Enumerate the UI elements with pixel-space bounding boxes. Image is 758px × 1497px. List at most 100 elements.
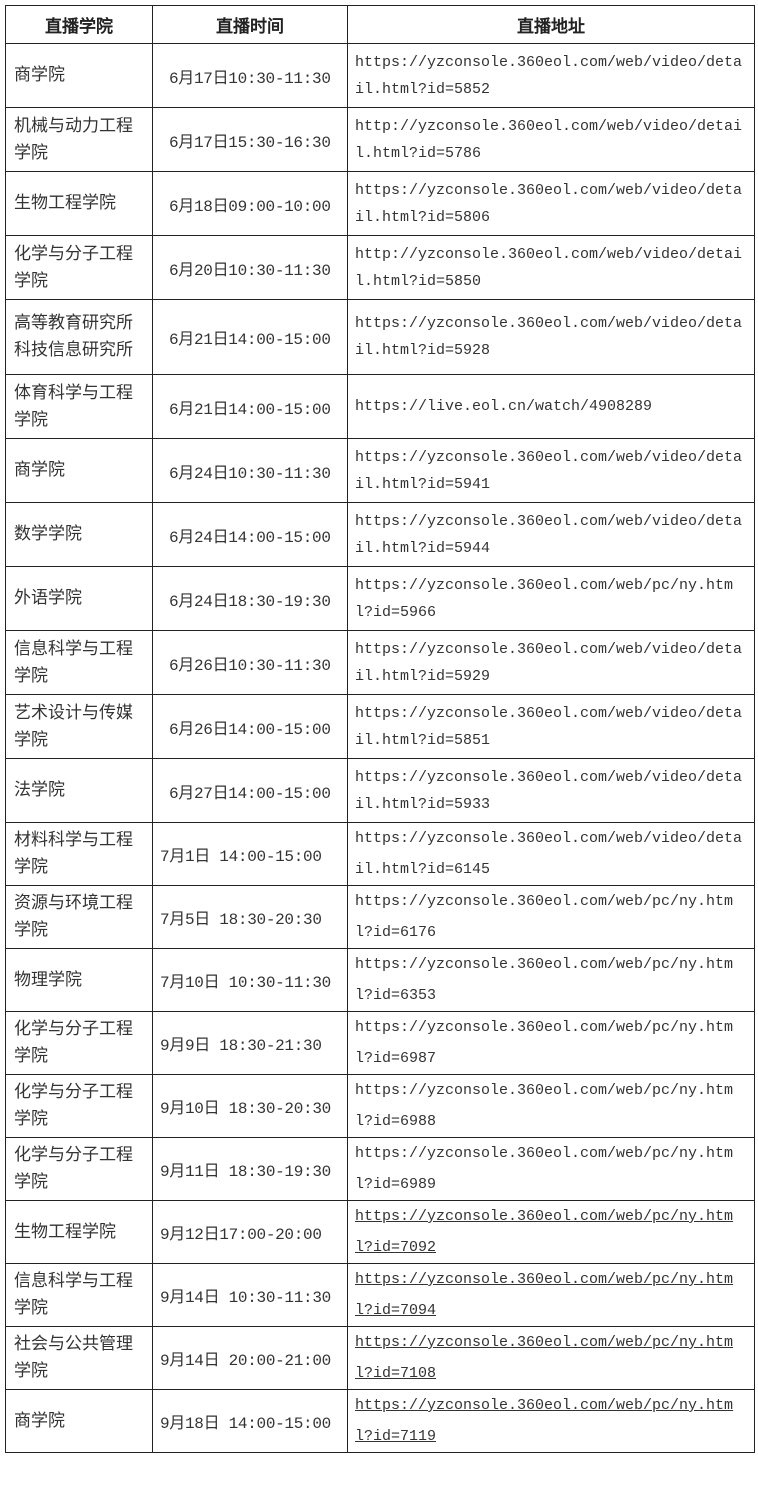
url-link: https://yzconsole.360eol.com/web/video/d… xyxy=(355,315,743,359)
time-cell: 9月11日 18:30-19:30 xyxy=(152,1137,348,1201)
url-cell: http://yzconsole.360eol.com/web/video/de… xyxy=(347,235,755,300)
url-link: https://yzconsole.360eol.com/web/video/d… xyxy=(355,640,743,685)
college-cell: 高等教育研究所 科技信息研究所 xyxy=(5,299,153,375)
college-cell: 化学与分子工程学院 xyxy=(5,235,153,300)
time-cell: 7月1日 14:00-15:00 xyxy=(152,822,348,886)
time-cell: 6月24日14:00-15:00 xyxy=(152,502,348,567)
college-cell: 生物工程学院 xyxy=(5,1200,153,1264)
url-cell: https://yzconsole.360eol.com/web/video/d… xyxy=(347,694,755,759)
time-cell: 6月21日14:00-15:00 xyxy=(152,374,348,439)
url-link: https://yzconsole.360eol.com/web/video/d… xyxy=(355,181,743,226)
table-row: 材料科学与工程学院 7月1日 14:00-15:00 https://yzconso… xyxy=(5,822,755,886)
time-cell: 6月20日10:30-11:30 xyxy=(152,235,348,300)
table-row: 体育科学与工程学院 6月21日14:00-15:00 https://live.eo… xyxy=(5,374,755,439)
table-row: 外语学院 6月24日18:30-19:30 https://yzconsole.36… xyxy=(5,566,755,631)
url-cell[interactable]: https://yzconsole.360eol.com/web/pc/ny.h… xyxy=(347,1389,755,1453)
time-cell: 9月10日 18:30-20:30 xyxy=(152,1074,348,1138)
livestream-schedule-table: 直播学院 直播时间 直播地址 商学院 6月17日10:30-11:30 https:… xyxy=(5,5,755,1453)
url-cell: http://yzconsole.360eol.com/web/video/de… xyxy=(347,107,755,172)
time-cell: 6月17日15:30-16:30 xyxy=(152,107,348,172)
college-cell: 化学与分子工程学院 xyxy=(5,1074,153,1138)
college-cell: 外语学院 xyxy=(5,566,153,631)
college-cell: 生物工程学院 xyxy=(5,171,153,236)
header-url: 直播地址 xyxy=(347,5,755,44)
url-cell[interactable]: https://yzconsole.360eol.com/web/pc/ny.h… xyxy=(347,1326,755,1390)
college-cell: 法学院 xyxy=(5,758,153,823)
url-link[interactable]: https://yzconsole.360eol.com/web/pc/ny.h… xyxy=(355,1334,734,1382)
url-cell: https://yzconsole.360eol.com/web/video/d… xyxy=(347,502,755,567)
url-cell: https://live.eol.cn/watch/4908289 xyxy=(347,374,755,439)
url-cell: https://yzconsole.360eol.com/web/video/d… xyxy=(347,171,755,236)
url-link: https://yzconsole.360eol.com/web/pc/ny.h… xyxy=(355,576,734,621)
url-link: https://yzconsole.360eol.com/web/pc/ny.h… xyxy=(355,1145,734,1193)
time-cell: 9月14日 10:30-11:30 xyxy=(152,1263,348,1327)
time-cell: 7月10日 10:30-11:30 xyxy=(152,948,348,1012)
time-cell: 6月24日10:30-11:30 xyxy=(152,438,348,503)
url-cell[interactable]: https://yzconsole.360eol.com/web/pc/ny.h… xyxy=(347,1200,755,1264)
time-cell: 9月18日 14:00-15:00 xyxy=(152,1389,348,1453)
college-cell: 化学与分子工程学院 xyxy=(5,1011,153,1075)
header-college: 直播学院 xyxy=(5,5,153,44)
table-row: 高等教育研究所 科技信息研究所 6月21日14:00-15:00 https://y… xyxy=(5,299,755,375)
url-cell: https://yzconsole.360eol.com/web/video/d… xyxy=(347,822,755,886)
college-cell: 商学院 xyxy=(5,438,153,503)
url-cell: https://yzconsole.360eol.com/web/pc/ny.h… xyxy=(347,1074,755,1138)
url-cell: https://yzconsole.360eol.com/web/pc/ny.h… xyxy=(347,1137,755,1201)
url-link: https://yzconsole.360eol.com/web/video/d… xyxy=(355,448,743,493)
url-cell: https://yzconsole.360eol.com/web/video/d… xyxy=(347,438,755,503)
college-cell: 数学学院 xyxy=(5,502,153,567)
url-link: https://yzconsole.360eol.com/web/video/d… xyxy=(355,830,743,878)
table-row: 机械与动力工程学院 6月17日15:30-16:30 http://yzconsol… xyxy=(5,107,755,172)
table-row: 资源与环境工程学院 7月5日 18:30-20:30 https://yzconso… xyxy=(5,885,755,949)
url-link[interactable]: https://yzconsole.360eol.com/web/pc/ny.h… xyxy=(355,1208,734,1256)
url-link: https://yzconsole.360eol.com/web/video/d… xyxy=(355,53,743,98)
time-cell: 6月27日14:00-15:00 xyxy=(152,758,348,823)
college-cell: 商学院 xyxy=(5,43,153,108)
table-row: 法学院 6月27日14:00-15:00 https://yzconsole.360… xyxy=(5,758,755,823)
url-link[interactable]: https://yzconsole.360eol.com/web/pc/ny.h… xyxy=(355,1397,734,1445)
table-row: 化学与分子工程学院 6月20日10:30-11:30 http://yzconsol… xyxy=(5,235,755,300)
url-link: https://yzconsole.360eol.com/web/video/d… xyxy=(355,768,743,813)
url-cell: https://yzconsole.360eol.com/web/pc/ny.h… xyxy=(347,948,755,1012)
table-row: 生物工程学院 9月12日17:00-20:00 https://yzconsole.… xyxy=(5,1200,755,1264)
college-cell: 商学院 xyxy=(5,1389,153,1453)
header-time: 直播时间 xyxy=(152,5,348,44)
college-cell: 社会与公共管理学院 xyxy=(5,1326,153,1390)
url-cell: https://yzconsole.360eol.com/web/video/d… xyxy=(347,299,755,375)
table-row: 生物工程学院 6月18日09:00-10:00 https://yzconsole.… xyxy=(5,171,755,236)
url-link: https://yzconsole.360eol.com/web/pc/ny.h… xyxy=(355,1019,734,1067)
url-cell: https://yzconsole.360eol.com/web/pc/ny.h… xyxy=(347,885,755,949)
table-row: 商学院 6月24日10:30-11:30 https://yzconsole.360… xyxy=(5,438,755,503)
url-link[interactable]: https://yzconsole.360eol.com/web/pc/ny.h… xyxy=(355,1271,734,1319)
url-link: https://yzconsole.360eol.com/web/video/d… xyxy=(355,704,743,749)
time-cell: 6月24日18:30-19:30 xyxy=(152,566,348,631)
time-cell: 6月18日09:00-10:00 xyxy=(152,171,348,236)
table-row: 商学院 6月17日10:30-11:30 https://yzconsole.360… xyxy=(5,43,755,108)
time-cell: 6月21日14:00-15:00 xyxy=(152,299,348,375)
url-cell: https://yzconsole.360eol.com/web/pc/ny.h… xyxy=(347,1011,755,1075)
table-row: 化学与分子工程学院 9月11日 18:30-19:30 https://yzcons… xyxy=(5,1137,755,1201)
url-link: https://yzconsole.360eol.com/web/pc/ny.h… xyxy=(355,956,734,1004)
url-link: https://live.eol.cn/watch/4908289 xyxy=(355,398,653,415)
time-cell: 9月12日17:00-20:00 xyxy=(152,1200,348,1264)
url-cell: https://yzconsole.360eol.com/web/video/d… xyxy=(347,758,755,823)
time-cell: 6月17日10:30-11:30 xyxy=(152,43,348,108)
table-row: 化学与分子工程学院 9月10日 18:30-20:30 https://yzcons… xyxy=(5,1074,755,1138)
college-cell: 材料科学与工程学院 xyxy=(5,822,153,886)
url-cell: https://yzconsole.360eol.com/web/video/d… xyxy=(347,43,755,108)
table-row: 商学院 9月18日 14:00-15:00 https://yzconsole.36… xyxy=(5,1389,755,1453)
college-cell: 资源与环境工程学院 xyxy=(5,885,153,949)
time-cell: 7月5日 18:30-20:30 xyxy=(152,885,348,949)
table-row: 物理学院 7月10日 10:30-11:30 https://yzconsole.3… xyxy=(5,948,755,1012)
time-cell: 9月14日 20:00-21:00 xyxy=(152,1326,348,1390)
college-cell: 艺术设计与传媒学院 xyxy=(5,694,153,759)
table-row: 信息科学与工程学院 6月26日10:30-11:30 https://yzconso… xyxy=(5,630,755,695)
college-cell: 化学与分子工程学院 xyxy=(5,1137,153,1201)
url-cell[interactable]: https://yzconsole.360eol.com/web/pc/ny.h… xyxy=(347,1263,755,1327)
url-link: http://yzconsole.360eol.com/web/video/de… xyxy=(355,117,743,162)
url-cell: https://yzconsole.360eol.com/web/pc/ny.h… xyxy=(347,566,755,631)
table-row: 艺术设计与传媒学院 6月26日14:00-15:00 https://yzconso… xyxy=(5,694,755,759)
college-cell: 信息科学与工程学院 xyxy=(5,1263,153,1327)
url-link: https://yzconsole.360eol.com/web/pc/ny.h… xyxy=(355,1082,734,1130)
url-link: https://yzconsole.360eol.com/web/pc/ny.h… xyxy=(355,893,734,941)
